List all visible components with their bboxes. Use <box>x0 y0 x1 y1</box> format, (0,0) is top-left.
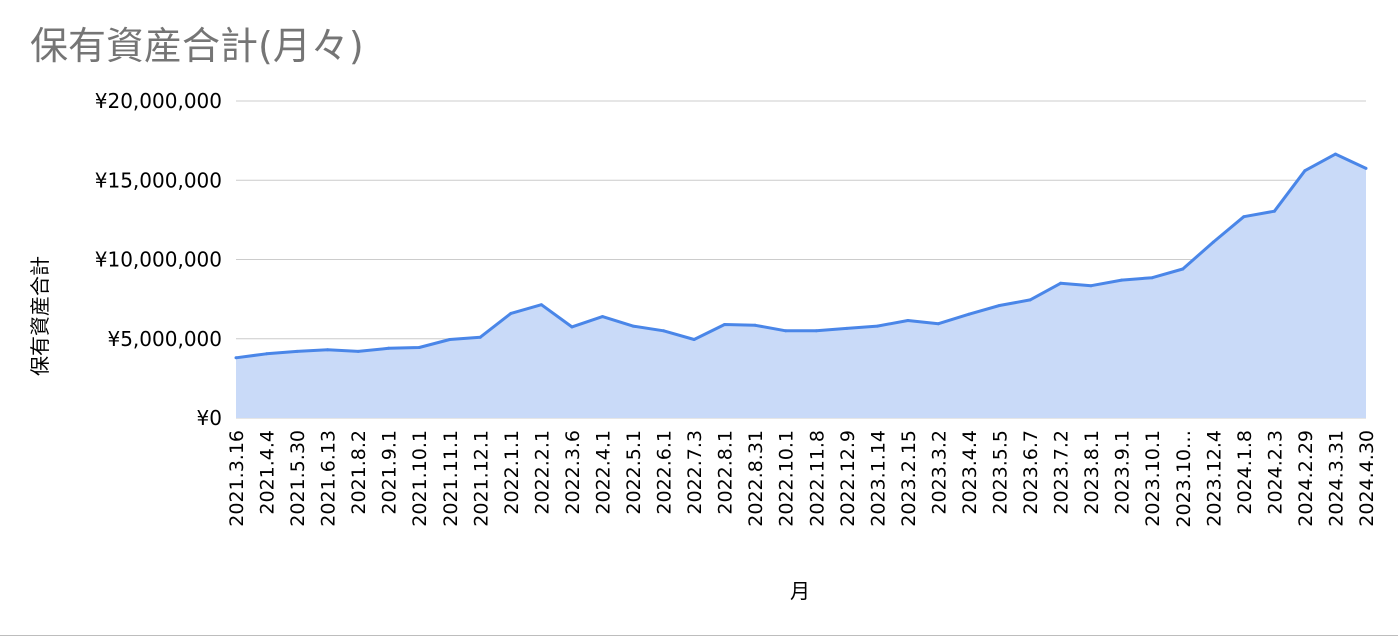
data-point <box>417 346 421 349</box>
data-point <box>1181 267 1185 271</box>
x-tick-label: 2023.6.7 <box>1020 430 1042 515</box>
y-axis-ticks: ¥0 ¥5,000,000 ¥10,000,000 ¥15,000,000 ¥20,00… <box>95 89 222 430</box>
x-tick-label: 2021.4.4 <box>257 430 279 515</box>
x-tick-label: 2021.11.1 <box>440 430 462 527</box>
x-tick-label: 2022.6.1 <box>654 430 676 515</box>
data-point <box>509 311 513 315</box>
y-tick-label: ¥20,000,000 <box>95 89 222 113</box>
data-point <box>875 324 879 328</box>
data-point <box>998 304 1001 307</box>
data-point <box>1211 240 1215 244</box>
data-point <box>631 324 635 328</box>
bottom-divider <box>0 635 1398 636</box>
x-tick-label: 2023.10.1 <box>1142 430 1164 527</box>
y-tick-label: ¥10,000,000 <box>95 248 222 272</box>
y-tick-label: ¥5,000,000 <box>107 327 222 351</box>
data-point <box>539 303 543 307</box>
x-tick-label: 2021.10.1 <box>409 430 431 527</box>
y-tick-label: ¥15,000,000 <box>95 168 222 192</box>
x-axis-ticks: 2021.3.16 2021.4.4 2021.5.30 2021.6.13 2021.… <box>226 430 1378 528</box>
data-point <box>662 329 666 333</box>
x-tick-label: 2024.1.8 <box>1234 430 1256 515</box>
x-tick-label: 2022.3.6 <box>562 430 584 515</box>
data-point <box>1089 284 1093 288</box>
data-point <box>478 335 482 339</box>
x-tick-label: 2022.1.1 <box>501 430 523 515</box>
data-point <box>1364 166 1368 170</box>
y-axis-label: 保有資産合計 <box>28 256 52 376</box>
x-tick-label: 2023.12.4 <box>1203 430 1225 527</box>
x-tick-label: 2022.8.31 <box>745 430 767 527</box>
series-line <box>235 152 1367 360</box>
data-point <box>753 323 757 327</box>
data-point <box>326 348 330 352</box>
data-point <box>1303 169 1307 173</box>
data-point <box>265 352 268 356</box>
data-point <box>906 319 910 322</box>
data-point <box>1150 276 1154 280</box>
x-tick-label: 2023.7.2 <box>1051 430 1073 515</box>
data-points <box>234 152 1368 360</box>
x-tick-label: 2024.2.3 <box>1264 430 1286 515</box>
x-tick-label: 2022.2.1 <box>531 430 553 515</box>
x-tick-label: 2024.2.29 <box>1295 430 1317 527</box>
x-tick-label: 2023.8.1 <box>1081 430 1103 515</box>
data-point <box>295 349 299 353</box>
x-tick-label: 2022.10.1 <box>776 430 798 527</box>
data-point <box>814 329 818 333</box>
data-point <box>601 315 604 319</box>
x-tick-label: 2023.4.4 <box>959 430 981 515</box>
x-tick-label: 2021.9.1 <box>379 430 401 515</box>
data-point <box>448 338 452 341</box>
x-axis-label: 月 <box>790 579 810 603</box>
x-tick-label: 2021.8.2 <box>348 430 370 515</box>
data-point <box>967 312 971 316</box>
data-point <box>845 326 849 330</box>
x-tick-label: 2023.3.2 <box>928 430 950 515</box>
data-point <box>1242 215 1246 219</box>
x-tick-label: 2021.3.16 <box>226 430 248 527</box>
x-tick-label: 2021.12.1 <box>470 430 492 527</box>
x-tick-label: 2022.12.9 <box>837 430 859 527</box>
data-point <box>1059 281 1063 285</box>
data-point <box>936 322 940 326</box>
x-tick-label: 2021.5.30 <box>287 430 309 527</box>
x-tick-label: 2022.7.3 <box>684 430 706 515</box>
x-tick-label: 2022.5.1 <box>623 430 645 515</box>
x-tick-label: 2023.2.15 <box>898 430 920 527</box>
data-point <box>356 349 360 353</box>
data-point <box>387 346 391 350</box>
data-point <box>1028 298 1032 302</box>
x-tick-label: 2023.5.5 <box>990 430 1012 515</box>
data-point <box>723 323 727 326</box>
x-tick-label: 2023.9.1 <box>1112 430 1134 515</box>
x-tick-label: 2024.4.30 <box>1356 430 1378 527</box>
x-tick-label: 2024.3.31 <box>1326 430 1348 527</box>
series-area <box>236 154 1366 418</box>
y-tick-label: ¥0 <box>197 406 222 430</box>
x-tick-label: 2022.11.8 <box>806 430 828 527</box>
data-point <box>570 325 574 329</box>
x-tick-label: 2022.8.1 <box>715 430 737 515</box>
x-tick-label: 2023.10… <box>1173 430 1195 528</box>
data-point <box>1272 209 1276 213</box>
chart-title: 保有資産合計(月々) <box>30 24 364 68</box>
x-tick-label: 2023.1.14 <box>867 430 889 527</box>
data-point <box>692 338 696 341</box>
data-point <box>1334 152 1337 156</box>
data-point <box>1120 278 1124 282</box>
x-tick-label: 2021.6.13 <box>318 430 340 527</box>
data-point <box>234 356 238 360</box>
data-point <box>784 329 788 333</box>
x-tick-label: 2022.4.1 <box>593 430 615 515</box>
